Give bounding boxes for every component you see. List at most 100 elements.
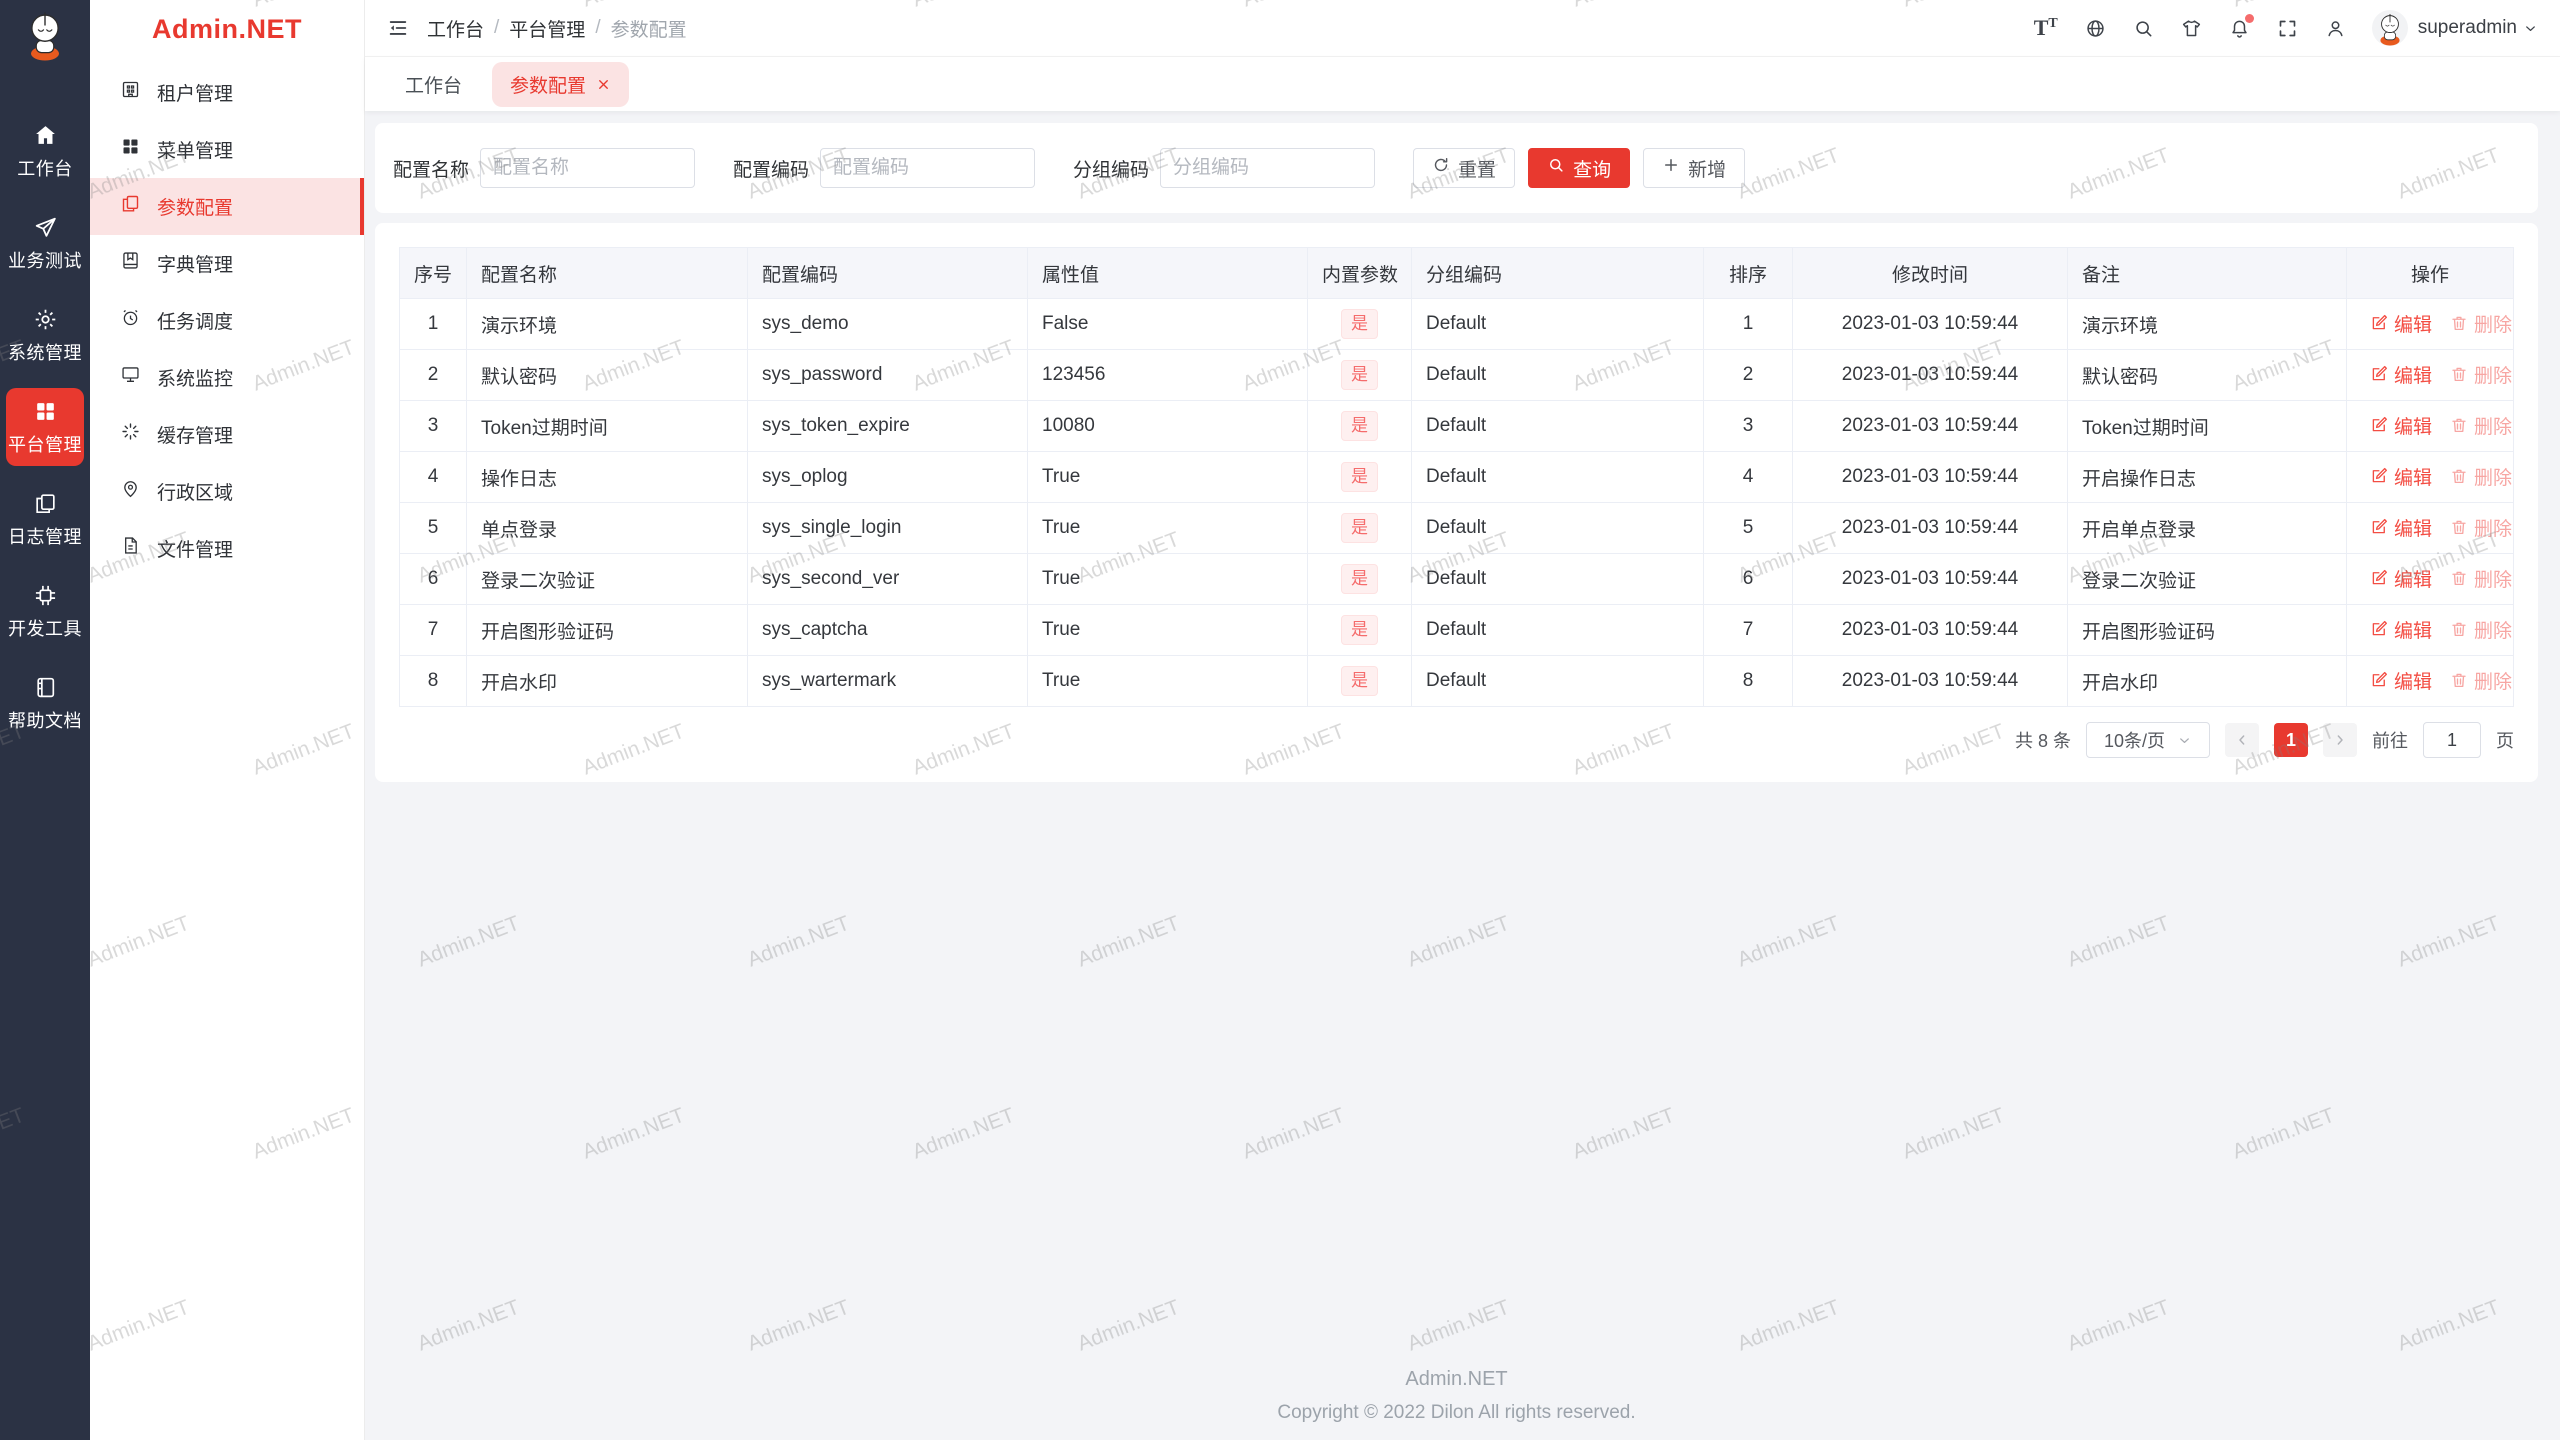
sidebar-item-file-mgmt[interactable]: 文件管理 <box>90 520 364 577</box>
edit-button[interactable]: 编辑 <box>2370 667 2432 694</box>
edit-button[interactable]: 编辑 <box>2370 514 2432 541</box>
add-label: 新增 <box>1688 159 1727 181</box>
sidebar-item-task-schedule[interactable]: 任务调度 <box>90 292 364 349</box>
column-header: 序号 <box>399 247 467 299</box>
goto-page-input[interactable] <box>2423 722 2481 758</box>
cell-name: 演示环境 <box>466 298 748 350</box>
sidebar: Admin.NET 租户管理 菜单管理 参数配置 字典管理 任务调度 <box>90 0 365 1440</box>
goto-label: 前往 <box>2372 731 2408 751</box>
sidebar-item-cache-mgmt[interactable]: 缓存管理 <box>90 406 364 463</box>
edit-button[interactable]: 编辑 <box>2370 463 2432 490</box>
prev-page-button[interactable] <box>2225 723 2259 757</box>
reset-button[interactable]: 重置 <box>1413 148 1516 188</box>
delete-button-label: 删除 <box>2474 467 2513 489</box>
username[interactable]: superadmin <box>2417 17 2517 38</box>
delete-button[interactable]: 删除 <box>2450 565 2512 592</box>
cell-remark: 演示环境 <box>2067 298 2347 350</box>
user-icon[interactable] <box>2325 18 2346 39</box>
add-button[interactable]: 新增 <box>1643 148 1746 188</box>
cell-time: 2023-01-03 10:59:44 <box>1792 604 2068 656</box>
delete-button[interactable]: 删除 <box>2450 514 2512 541</box>
delete-button[interactable]: 删除 <box>2450 310 2512 337</box>
edit-button[interactable]: 编辑 <box>2370 361 2432 388</box>
delete-button[interactable]: 删除 <box>2450 361 2512 388</box>
edit-button[interactable]: 编辑 <box>2370 310 2432 337</box>
edit-button[interactable]: 编辑 <box>2370 616 2432 643</box>
sidebar-item-admin-region[interactable]: 行政区域 <box>90 463 364 520</box>
edit-button-label: 编辑 <box>2394 620 2433 642</box>
rail-item-workbench[interactable]: 工作台 <box>6 112 84 190</box>
edit-button-label: 编辑 <box>2394 365 2433 387</box>
tab-param-config[interactable]: 参数配置 <box>492 61 630 107</box>
group-code-input[interactable] <box>1160 148 1376 188</box>
page-number-current[interactable]: 1 <box>2274 723 2308 757</box>
rail-item-business-test[interactable]: 业务测试 <box>6 204 84 282</box>
rail-item-help-docs[interactable]: 帮助文档 <box>6 664 84 742</box>
copy-doc-icon <box>120 193 141 220</box>
query-button[interactable]: 查询 <box>1528 148 1631 188</box>
page-size-select[interactable]: 10条/页 <box>2086 722 2210 758</box>
sidebar-item-label: 参数配置 <box>157 198 234 219</box>
sidebar-item-system-monitor[interactable]: 系统监控 <box>90 349 364 406</box>
cell-name: 开启图形验证码 <box>466 604 748 656</box>
search-icon <box>1547 156 1565 180</box>
cell-group: Default <box>1411 655 1704 707</box>
filter-config-code: 配置编码 <box>733 148 1036 188</box>
edit-button[interactable]: 编辑 <box>2370 565 2432 592</box>
column-header: 操作 <box>2346 247 2514 299</box>
cell-builtin: 是 <box>1307 655 1412 707</box>
menu-fold-icon[interactable] <box>387 17 409 39</box>
cpu-icon <box>6 583 84 608</box>
theme-shirt-icon[interactable] <box>2181 18 2202 39</box>
breadcrumb-item-current: 参数配置 <box>610 19 687 41</box>
cell-sort: 8 <box>1703 655 1793 707</box>
config-code-input[interactable] <box>820 148 1036 188</box>
cell-code: sys_single_login <box>747 502 1028 554</box>
breadcrumb-separator: / <box>595 17 601 38</box>
breadcrumb-item[interactable]: 平台管理 <box>509 19 586 41</box>
cell-value: True <box>1027 553 1308 605</box>
fullscreen-icon[interactable] <box>2277 18 2298 39</box>
chevron-down-icon[interactable] <box>2523 21 2538 36</box>
cell-ops: 编辑 删除 <box>2346 451 2514 503</box>
sidebar-item-menu-mgmt[interactable]: 菜单管理 <box>90 121 364 178</box>
cell-sort: 3 <box>1703 400 1793 452</box>
builtin-tag: 是 <box>1341 615 1378 645</box>
delete-button[interactable]: 删除 <box>2450 463 2512 490</box>
cell-time: 2023-01-03 10:59:44 <box>1792 349 2068 401</box>
delete-button[interactable]: 删除 <box>2450 667 2512 694</box>
cell-name: 单点登录 <box>466 502 748 554</box>
search-icon[interactable] <box>2133 18 2154 39</box>
close-icon[interactable] <box>596 77 611 92</box>
notification-bell-icon[interactable] <box>2229 13 2254 39</box>
sidebar-item-param-config[interactable]: 参数配置 <box>90 178 364 235</box>
rail-item-system-mgmt[interactable]: 系统管理 <box>6 296 84 374</box>
delete-button-label: 删除 <box>2474 416 2513 438</box>
sidebar-item-dict-mgmt[interactable]: 字典管理 <box>90 235 364 292</box>
delete-button-label: 删除 <box>2474 620 2513 642</box>
tab-workbench[interactable]: 工作台 <box>405 75 463 97</box>
delete-button[interactable]: 删除 <box>2450 616 2512 643</box>
delete-button[interactable]: 删除 <box>2450 412 2512 439</box>
cell-group: Default <box>1411 298 1704 350</box>
cell-ops: 编辑 删除 <box>2346 400 2514 452</box>
avatar[interactable] <box>2371 10 2408 46</box>
rail-item-log-mgmt[interactable]: 日志管理 <box>6 480 84 558</box>
cell-builtin: 是 <box>1307 298 1412 350</box>
breadcrumb-item[interactable]: 工作台 <box>427 19 485 41</box>
rail-item-dev-tools[interactable]: 开发工具 <box>6 572 84 650</box>
cell-builtin: 是 <box>1307 502 1412 554</box>
edit-button[interactable]: 编辑 <box>2370 412 2432 439</box>
language-icon[interactable] <box>2085 18 2106 39</box>
loading-icon <box>120 421 141 448</box>
config-name-input[interactable] <box>480 148 696 188</box>
builtin-tag: 是 <box>1341 360 1378 390</box>
edit-button-label: 编辑 <box>2394 518 2433 540</box>
rail-item-platform-mgmt[interactable]: 平台管理 <box>6 388 84 466</box>
sidebar-item-tenant-mgmt[interactable]: 租户管理 <box>90 64 364 121</box>
cell-name: 操作日志 <box>466 451 748 503</box>
config-table: 序号 配置名称 配置编码 属性值 内置参数 分组编码 排序 修改时间 备注 操作 <box>399 247 2514 707</box>
next-page-button[interactable] <box>2323 723 2357 757</box>
cell-ops: 编辑 删除 <box>2346 349 2514 401</box>
